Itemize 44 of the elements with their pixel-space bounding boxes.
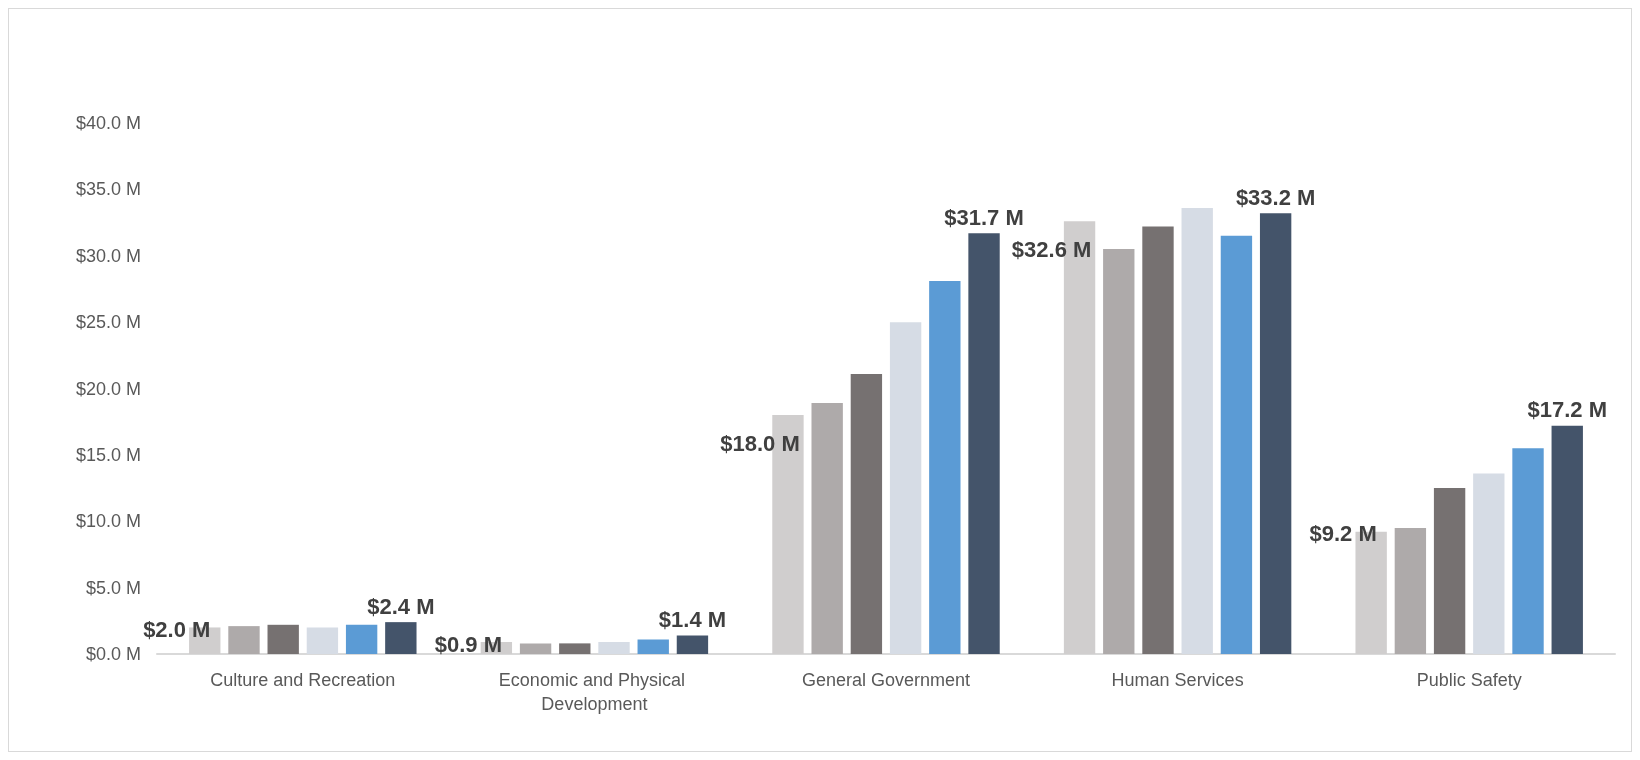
data-label: $32.6 M (1011, 236, 1092, 262)
bar (1220, 235, 1253, 654)
x-tick-label: Culture and Recreation (210, 670, 396, 690)
bar (811, 403, 843, 654)
y-tick-label: $20.0 M (75, 378, 141, 399)
bar (1512, 448, 1544, 654)
bar (1433, 488, 1466, 654)
x-tick-label: Human Services (1111, 670, 1244, 690)
bar (519, 643, 552, 654)
data-label: $9.2 M (1309, 521, 1377, 547)
bar (228, 626, 260, 654)
data-label: $33.2 M (1235, 184, 1316, 210)
data-label: $18.0 M (720, 430, 800, 456)
y-tick-label: $10.0 M (75, 511, 141, 532)
x-tick-label: Economic and Physical Development (498, 670, 690, 714)
bar (1103, 249, 1135, 654)
data-label: $2.4 M (367, 593, 435, 619)
bar (929, 280, 961, 654)
y-tick-label: $15.0 M (75, 444, 141, 465)
y-tick-label: $30.0 M (75, 245, 141, 266)
bar (968, 233, 1000, 654)
data-label: $1.4 M (658, 606, 727, 632)
y-tick-label: $40.0 M (75, 113, 141, 133)
y-tick-label: $5.0 M (85, 577, 141, 598)
bar (345, 624, 378, 654)
bar (1551, 425, 1583, 654)
y-tick-label: $0.0 M (85, 644, 141, 664)
y-tick-label: $25.0 M (75, 312, 141, 333)
x-tick-label: General Government (801, 670, 971, 690)
bar (559, 643, 591, 654)
bar (1394, 527, 1427, 654)
y-tick-label: $35.0 M (75, 179, 141, 200)
bar (850, 373, 883, 654)
data-label: $2.0 M (143, 616, 211, 642)
bar (1142, 226, 1174, 654)
data-label: $31.7 M (944, 204, 1024, 230)
bar (267, 624, 299, 654)
bar (676, 635, 709, 654)
data-label: $0.9 M (434, 631, 502, 657)
data-label: $17.2 M (1527, 397, 1607, 423)
bar (385, 622, 417, 654)
bar (637, 639, 669, 654)
x-tick-label: Public Safety (1416, 670, 1522, 690)
bar (1259, 213, 1292, 654)
